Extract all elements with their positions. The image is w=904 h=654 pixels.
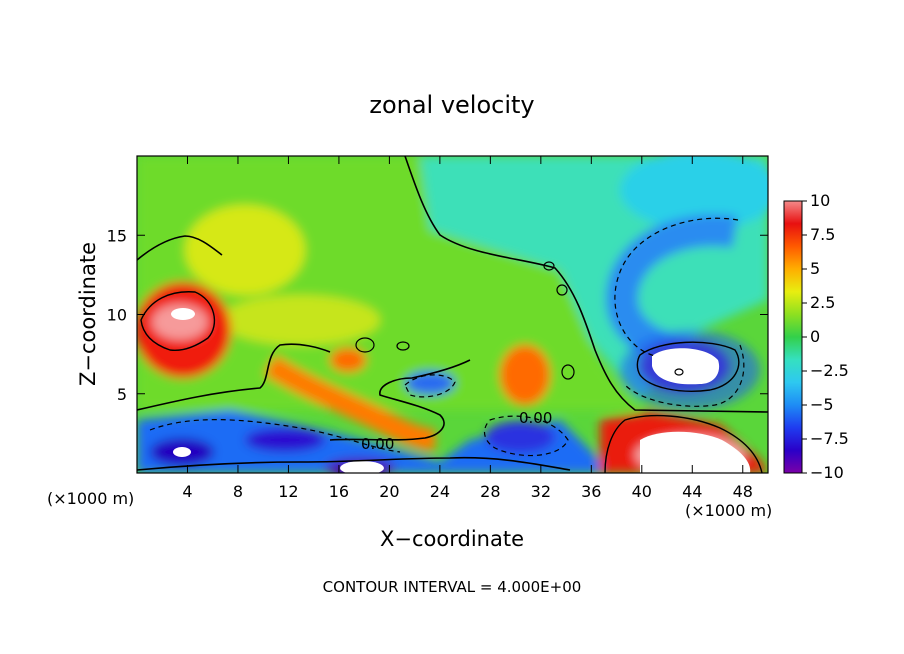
orange-blob-right bbox=[500, 345, 550, 405]
x-tick-label: 24 bbox=[430, 482, 450, 501]
bottom-blue-band bbox=[137, 410, 610, 473]
colorbar: 10 7.5 5 2.5 0 −2.5 −5 −7.5 −10 bbox=[783, 191, 849, 482]
white-core-left bbox=[171, 308, 195, 320]
x-tick-label: 48 bbox=[733, 482, 753, 501]
colorbar-bar bbox=[783, 200, 803, 474]
orange-blob-center bbox=[330, 348, 366, 372]
chart-title: zonal velocity bbox=[369, 91, 534, 119]
x-axis-ticks: 4 8 12 16 20 24 28 32 36 40 44 48 bbox=[182, 156, 753, 501]
zero-contour-lower bbox=[329, 359, 471, 441]
colorbar-tick-label: −5 bbox=[810, 395, 834, 414]
white-core-bottom-left bbox=[173, 447, 191, 457]
plot-area: 0.00 0.00 bbox=[137, 156, 768, 473]
deep-blue-mid bbox=[245, 428, 325, 452]
small-contour-4 bbox=[561, 364, 575, 380]
jet-contour bbox=[140, 291, 216, 352]
x-tick-label: 40 bbox=[632, 482, 652, 501]
x-unit-label-left: (×1000 m) bbox=[47, 489, 134, 508]
colorbar-tick-label: −2.5 bbox=[810, 361, 849, 380]
surface-core-contour bbox=[604, 414, 763, 473]
small-contour-6 bbox=[674, 368, 684, 376]
x-tick-label: 16 bbox=[329, 482, 349, 501]
negative-contour-dashed-right bbox=[624, 344, 745, 407]
zero-contour-bottom bbox=[137, 456, 571, 471]
colorbar-tick-label: 10 bbox=[810, 191, 830, 210]
colorbar-tick-label: 5 bbox=[810, 259, 820, 278]
colorbar-tick-label: 2.5 bbox=[810, 293, 835, 312]
small-contour-3 bbox=[396, 341, 410, 351]
white-core-right-purple bbox=[652, 348, 720, 385]
contour-interval-text: CONTOUR INTERVAL = 4.000E+00 bbox=[323, 578, 582, 596]
colorbar-tick-label: −7.5 bbox=[810, 429, 849, 448]
small-contour-2 bbox=[556, 284, 568, 296]
yellow-zone bbox=[185, 205, 305, 295]
x-axis-label: X−coordinate bbox=[380, 527, 524, 551]
y-axis-ticks: 5 10 15 bbox=[107, 226, 768, 404]
small-contour-5 bbox=[355, 337, 375, 353]
colorbar-tick-label: 0 bbox=[810, 327, 820, 346]
x-tick-label: 36 bbox=[581, 482, 601, 501]
x-tick-label: 28 bbox=[480, 482, 500, 501]
y-tick-label: 15 bbox=[107, 226, 127, 245]
x-tick-label: 8 bbox=[233, 482, 243, 501]
yellow-zone-2 bbox=[220, 295, 380, 345]
blue-center-right bbox=[485, 421, 555, 453]
y-axis-label: Z−coordinate bbox=[76, 242, 100, 386]
contour-label-2: 0.00 bbox=[361, 435, 394, 453]
colorbar-tick-label: −10 bbox=[810, 463, 844, 482]
negative-contour-dashed-mid bbox=[484, 415, 569, 457]
colorbar-tick-label: 7.5 bbox=[810, 225, 835, 244]
x-tick-label: 44 bbox=[682, 482, 702, 501]
negative-contour-dashed-arc bbox=[614, 217, 739, 357]
y-tick-label: 10 bbox=[107, 306, 127, 325]
x-tick-label: 12 bbox=[278, 482, 298, 501]
zero-contour-main bbox=[404, 156, 768, 413]
negative-contour-dashed-small bbox=[404, 374, 456, 398]
colorbar-ticks: 10 7.5 5 2.5 0 −2.5 −5 −7.5 −10 bbox=[802, 191, 849, 482]
contour-label-1: 0.00 bbox=[519, 409, 552, 427]
x-unit-label-right: (×1000 m) bbox=[685, 501, 772, 520]
white-core-bottom bbox=[340, 461, 384, 473]
x-tick-label: 20 bbox=[379, 482, 399, 501]
upper-right-teal-core bbox=[620, 156, 768, 230]
small-contour-1 bbox=[543, 261, 555, 271]
y-tick-label: 5 bbox=[117, 385, 127, 404]
white-core-right-surface bbox=[640, 431, 751, 473]
x-tick-label: 4 bbox=[182, 482, 192, 501]
contour-lines bbox=[137, 156, 768, 473]
right-core-contour bbox=[636, 341, 740, 392]
x-tick-label: 32 bbox=[531, 482, 551, 501]
zero-contour-left bbox=[137, 235, 331, 411]
negative-contour-dashed-bottom bbox=[149, 419, 401, 453]
